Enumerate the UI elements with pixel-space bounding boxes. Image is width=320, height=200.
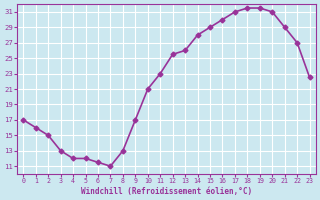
X-axis label: Windchill (Refroidissement éolien,°C): Windchill (Refroidissement éolien,°C)	[81, 187, 252, 196]
